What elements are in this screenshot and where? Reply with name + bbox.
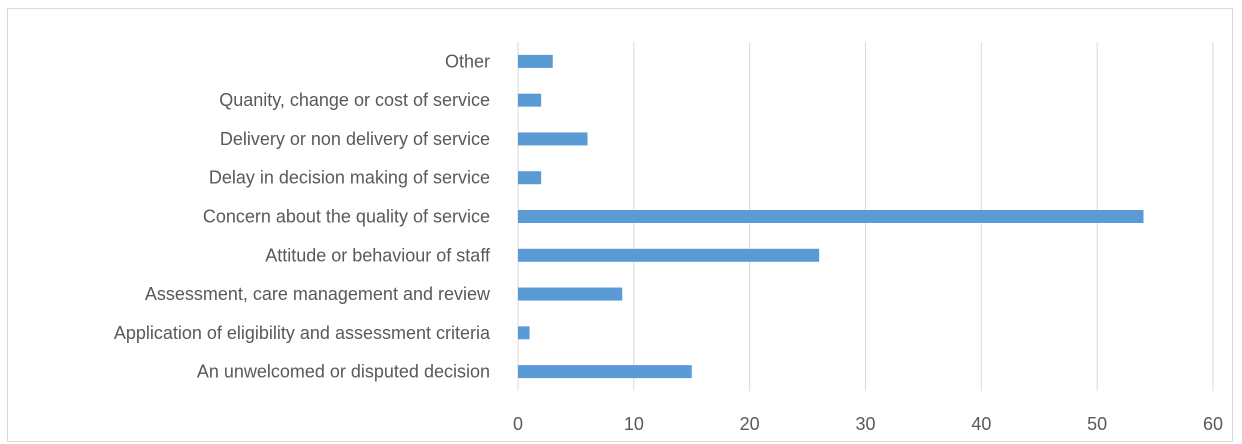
x-tick-label: 20 <box>740 414 760 434</box>
x-tick-label: 50 <box>1087 414 1107 434</box>
bar-3 <box>518 248 820 262</box>
bar-0 <box>518 365 692 379</box>
bar-5 <box>518 171 542 185</box>
category-labels: An unwelcomed or disputed decision Applic… <box>114 51 491 381</box>
category-label: An unwelcomed or disputed decision <box>197 362 490 382</box>
x-tick-label: 10 <box>624 414 644 434</box>
bar-4 <box>518 210 1144 223</box>
bar-6 <box>518 132 588 146</box>
x-axis-tick-labels: 0 10 20 30 40 50 60 <box>513 414 1223 434</box>
bar-8 <box>518 54 553 68</box>
x-tick-label: 60 <box>1203 414 1223 434</box>
bars <box>518 54 1144 379</box>
category-label: Delay in decision making of service <box>209 168 490 188</box>
x-tick-label: 0 <box>513 414 523 434</box>
bar-2 <box>518 287 623 301</box>
category-label: Application of eligibility and assessmen… <box>114 323 491 343</box>
category-label: Quanity, change or cost of service <box>219 90 490 110</box>
bar-1 <box>518 326 530 340</box>
category-label: Other <box>445 51 490 71</box>
bar-7 <box>518 93 542 107</box>
category-label: Concern about the quality of service <box>203 207 490 227</box>
x-tick-label: 30 <box>855 414 875 434</box>
x-tick-label: 40 <box>971 414 991 434</box>
category-label: Assessment, care management and review <box>145 284 491 304</box>
category-label: Attitude or behaviour of staff <box>265 245 491 265</box>
category-label: Delivery or non delivery of service <box>220 129 490 149</box>
